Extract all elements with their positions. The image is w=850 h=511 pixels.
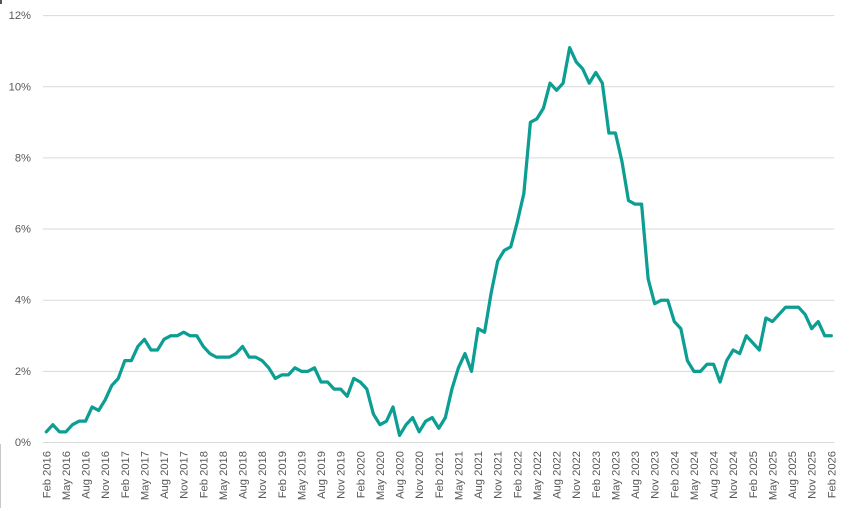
svg-text:0%: 0%: [15, 437, 31, 449]
svg-text:Aug 2019: Aug 2019: [316, 451, 328, 499]
svg-text:Aug 2024: Aug 2024: [709, 451, 721, 499]
svg-text:May 2025: May 2025: [767, 451, 779, 500]
svg-text:May 2017: May 2017: [139, 451, 151, 500]
svg-text:Feb 2019: Feb 2019: [277, 451, 289, 498]
svg-text:Feb 2026: Feb 2026: [826, 451, 838, 498]
svg-text:8%: 8%: [15, 152, 31, 164]
svg-text:Nov 2016: Nov 2016: [100, 451, 112, 499]
svg-text:Aug 2020: Aug 2020: [395, 451, 407, 499]
svg-text:Nov 2020: Nov 2020: [414, 451, 426, 499]
svg-text:May 2016: May 2016: [61, 451, 73, 500]
svg-text:May 2023: May 2023: [610, 451, 622, 500]
svg-text:May 2018: May 2018: [218, 451, 230, 500]
svg-text:Feb 2017: Feb 2017: [120, 451, 132, 498]
svg-text:10%: 10%: [9, 81, 31, 93]
svg-text:6%: 6%: [15, 224, 31, 236]
svg-text:May 2022: May 2022: [532, 451, 544, 500]
svg-text:Feb 2024: Feb 2024: [669, 451, 681, 498]
svg-text:Nov 2017: Nov 2017: [179, 451, 191, 499]
svg-text:Feb 2016: Feb 2016: [41, 451, 53, 498]
svg-text:Feb 2018: Feb 2018: [198, 451, 210, 498]
svg-text:Nov 2018: Nov 2018: [257, 451, 269, 499]
svg-text:May 2021: May 2021: [453, 451, 465, 500]
svg-text:4%: 4%: [15, 295, 31, 307]
svg-text:Aug 2018: Aug 2018: [238, 451, 250, 499]
svg-text:Nov 2019: Nov 2019: [336, 451, 348, 499]
svg-text:May 2024: May 2024: [689, 451, 701, 500]
svg-text:2%: 2%: [15, 366, 31, 378]
svg-text:Nov 2025: Nov 2025: [807, 451, 819, 499]
svg-text:Nov 2024: Nov 2024: [728, 451, 740, 499]
svg-text:May 2019: May 2019: [296, 451, 308, 500]
svg-text:Aug 2016: Aug 2016: [81, 451, 93, 499]
svg-text:May 2020: May 2020: [375, 451, 387, 500]
svg-text:Feb 2021: Feb 2021: [434, 451, 446, 498]
svg-text:Feb 2023: Feb 2023: [591, 451, 603, 498]
svg-text:Feb 2025: Feb 2025: [748, 451, 760, 498]
svg-text:Aug 2023: Aug 2023: [630, 451, 642, 499]
svg-text:Nov 2021: Nov 2021: [493, 451, 505, 499]
svg-text:Aug 2021: Aug 2021: [473, 451, 485, 499]
svg-text:Aug 2022: Aug 2022: [552, 451, 564, 499]
svg-text:Feb 2022: Feb 2022: [512, 451, 524, 498]
svg-text:Nov 2022: Nov 2022: [571, 451, 583, 499]
svg-text:Aug 2025: Aug 2025: [787, 451, 799, 499]
svg-text:Nov 2023: Nov 2023: [650, 451, 662, 499]
svg-text:Aug 2017: Aug 2017: [159, 451, 171, 499]
svg-text:Feb 2020: Feb 2020: [355, 451, 367, 498]
svg-text:12%: 12%: [9, 10, 31, 22]
